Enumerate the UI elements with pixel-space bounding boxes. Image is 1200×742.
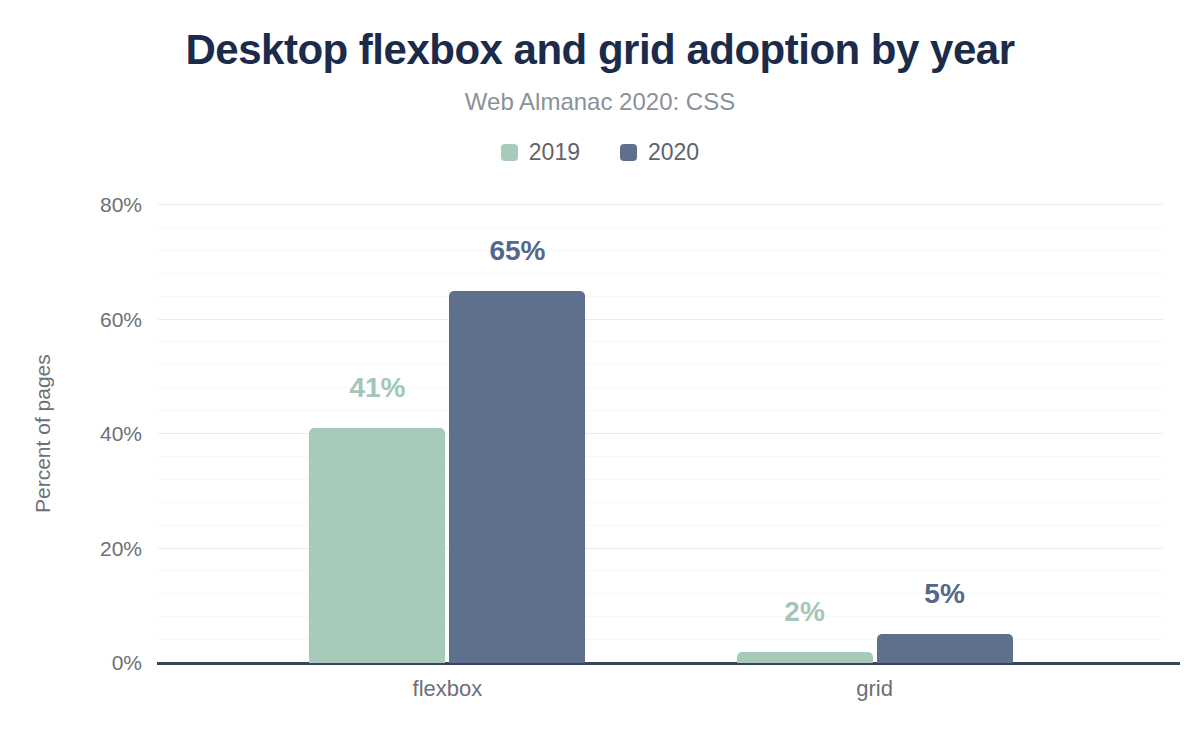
x-category-label-flexbox: flexbox	[413, 676, 483, 702]
major-gridline	[158, 204, 1163, 205]
bar-2020-flexbox[interactable]	[449, 291, 585, 663]
minor-gridline	[158, 296, 1163, 297]
y-tick-label: 80%	[100, 193, 142, 217]
minor-gridline	[158, 410, 1163, 411]
plot-area: 41% 65% 2% 5%	[158, 205, 1163, 663]
bar-2019-flexbox[interactable]	[309, 428, 445, 663]
data-label-2019-grid: 2%	[784, 596, 824, 628]
x-axis-category-labels: flexbox grid	[158, 676, 1163, 706]
minor-gridline	[158, 387, 1163, 388]
legend-swatch-2020	[620, 144, 637, 161]
minor-gridline	[158, 250, 1163, 251]
major-gridline	[158, 319, 1163, 320]
minor-gridline	[158, 341, 1163, 342]
data-label-2020-flexbox: 65%	[489, 235, 545, 267]
legend: 2019 2020	[0, 139, 1200, 166]
y-tick-label: 0%	[112, 651, 142, 675]
y-tick-label: 20%	[100, 537, 142, 561]
legend-swatch-2019	[501, 144, 518, 161]
legend-item-2020[interactable]: 2020	[620, 139, 699, 166]
x-category-label-grid: grid	[856, 676, 893, 702]
y-tick-label: 60%	[100, 308, 142, 332]
legend-label: 2020	[648, 139, 699, 166]
chart-title: Desktop flexbox and grid adoption by yea…	[0, 26, 1200, 74]
bar-2020-grid[interactable]	[877, 634, 1013, 663]
bar-2019-grid[interactable]	[737, 652, 873, 663]
minor-gridline	[158, 273, 1163, 274]
y-tick-label: 40%	[100, 422, 142, 446]
legend-item-2019[interactable]: 2019	[501, 139, 580, 166]
y-axis-tick-labels: 0%20%40%60%80%	[0, 205, 150, 663]
legend-label: 2019	[529, 139, 580, 166]
data-label-2019-flexbox: 41%	[349, 372, 405, 404]
chart-subtitle: Web Almanac 2020: CSS	[0, 88, 1200, 116]
minor-gridline	[158, 227, 1163, 228]
data-label-2020-grid: 5%	[924, 578, 964, 610]
chart-container: Desktop flexbox and grid adoption by yea…	[0, 0, 1200, 742]
minor-gridline	[158, 364, 1163, 365]
